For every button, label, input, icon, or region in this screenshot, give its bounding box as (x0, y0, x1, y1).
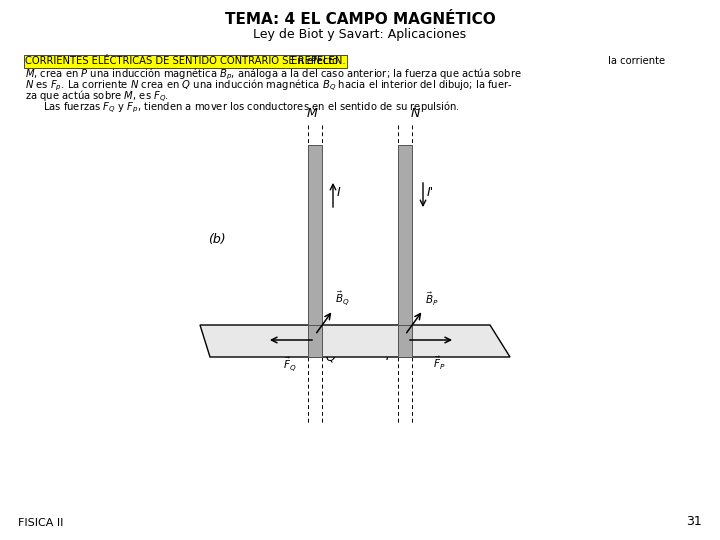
Text: $N$ es $F_p$. La corriente $N$ crea en $Q$ una inducción magnética $B_Q$ hacia e: $N$ es $F_p$. La corriente $N$ crea en $… (25, 78, 513, 93)
Text: M: M (307, 107, 318, 120)
Text: za que actúa sobre $M$, es $F_Q$.: za que actúa sobre $M$, es $F_Q$. (25, 89, 169, 105)
Text: En efecto: En efecto (288, 56, 338, 66)
Bar (308, 325, 322, 357)
Text: $\vec{B}_Q$: $\vec{B}_Q$ (335, 289, 350, 308)
Bar (398, 145, 412, 325)
Text: TEMA: 4 EL CAMPO MAGNÉTICO: TEMA: 4 EL CAMPO MAGNÉTICO (225, 12, 495, 27)
Bar (398, 145, 412, 325)
Text: Las fuerzas $F_Q$ y $F_p$, tienden a mover los conductores en el sentido de su r: Las fuerzas $F_Q$ y $F_p$, tienden a mov… (43, 100, 460, 116)
Text: (b): (b) (208, 233, 225, 246)
Text: $M$, crea en $P$ una inducción magnética $B_p$, análoga a la del caso anterior; : $M$, crea en $P$ una inducción magnética… (25, 67, 522, 83)
Text: I: I (337, 186, 341, 199)
Bar (308, 145, 322, 325)
Polygon shape (200, 325, 510, 357)
Text: $\vec{F}_Q$: $\vec{F}_Q$ (283, 355, 297, 374)
Text: N: N (410, 107, 420, 120)
Bar (398, 325, 412, 357)
Bar (308, 145, 322, 325)
Text: P: P (385, 350, 393, 363)
Bar (308, 325, 322, 357)
Text: la corriente: la corriente (608, 56, 665, 66)
Text: $\vec{B}_P$: $\vec{B}_P$ (425, 291, 438, 308)
Bar (398, 325, 412, 357)
Text: Q: Q (325, 350, 335, 363)
Text: I': I' (427, 186, 434, 199)
Text: CORRIENTES ELÉCTRICAS DE SENTIDO CONTRARIO SE REPELEN.: CORRIENTES ELÉCTRICAS DE SENTIDO CONTRAR… (25, 56, 346, 66)
Text: Ley de Biot y Savart: Aplicaciones: Ley de Biot y Savart: Aplicaciones (253, 28, 467, 41)
Text: 31: 31 (686, 515, 702, 528)
Text: $\vec{F}_P$: $\vec{F}_P$ (433, 355, 446, 372)
Text: FISICA II: FISICA II (18, 518, 63, 528)
